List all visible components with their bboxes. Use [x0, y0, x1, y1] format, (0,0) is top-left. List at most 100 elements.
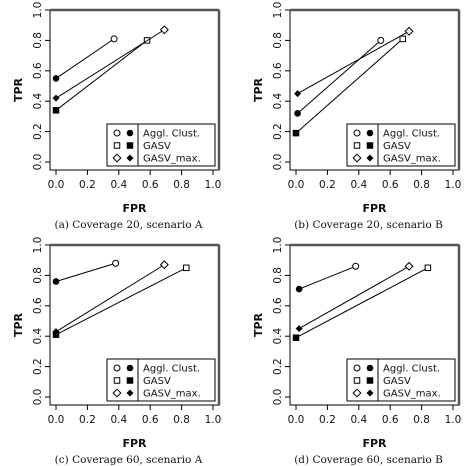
- legend-filled-marker: [366, 364, 374, 372]
- legend: Aggl. Clust.GASV GASV_max.: [346, 358, 456, 402]
- legend-open-marker: [113, 364, 121, 372]
- x-tick-label: 1.0: [445, 414, 462, 426]
- legend-label: Aggl. Clust.: [383, 364, 440, 375]
- chart-panel-3: 0.0 0.2 0.4 0.6 0.8 1.0 0.0 0.2 0.4 0.6 0.8 1.0 FPR T…: [12, 237, 221, 466]
- data-point: [52, 94, 60, 102]
- x-axis-label: FPR: [122, 437, 147, 450]
- y-tick-label: 0.6: [272, 297, 284, 314]
- x-tick-label: 1.0: [205, 179, 222, 191]
- legend-label: GASV_max.: [143, 154, 201, 165]
- series-aggl-clust: [52, 35, 118, 82]
- series-aggl-clust: [52, 259, 120, 285]
- chart-panel-2: 0.0 0.2 0.4 0.6 0.8 1.0 0.0 0.2 0.4 0.6 0.8 1.0 FPR T…: [252, 2, 461, 231]
- panel-caption: (c) Coverage 60, scenario A: [55, 454, 203, 466]
- y-tick-label: 0.8: [32, 267, 44, 284]
- x-tick-label: 0.8: [173, 414, 190, 426]
- series-line: [295, 38, 404, 134]
- y-tick-label: 0.2: [272, 358, 284, 375]
- x-tick-label: 0.2: [319, 179, 336, 191]
- data-point: [52, 107, 60, 114]
- legend-open-marker: [353, 129, 361, 137]
- y-tick-label: 1.0: [272, 2, 284, 19]
- legend-label: Aggl. Clust.: [383, 129, 440, 140]
- x-tick-label: 0.2: [79, 179, 96, 191]
- x-tick-label: 0.0: [288, 414, 305, 426]
- legend-box: [106, 123, 216, 167]
- data-point: [295, 325, 303, 333]
- legend-label: Aggl. Clust.: [143, 129, 200, 140]
- legend-open-marker: [352, 388, 362, 398]
- series-gasv: [52, 37, 151, 114]
- panel-caption: (b) Coverage 20, scenario B: [294, 219, 443, 231]
- legend-open-marker: [353, 364, 361, 372]
- x-tick-label: 0.8: [173, 179, 190, 191]
- y-tick-label: 0.0: [32, 389, 44, 406]
- legend-open-marker: [113, 377, 121, 384]
- data-point: [404, 261, 414, 271]
- x-tick-label: 0.4: [350, 414, 367, 426]
- x-tick-label: 1.0: [205, 414, 222, 426]
- legend-label: GASV_max.: [143, 389, 201, 400]
- legend-filled-marker: [366, 154, 374, 162]
- series-gasv-max: [52, 260, 169, 336]
- data-point: [159, 25, 169, 35]
- series-line: [297, 40, 382, 114]
- x-tick-label: 0.2: [319, 414, 336, 426]
- y-tick-label: 0.6: [32, 297, 44, 314]
- y-tick-label: 0.2: [32, 123, 44, 140]
- y-tick-label: 1.0: [272, 237, 284, 254]
- legend-open-marker: [353, 377, 361, 384]
- panel-caption: (a) Coverage 20, scenario A: [54, 219, 202, 231]
- y-tick-label: 0.0: [272, 389, 284, 406]
- data-point: [292, 334, 300, 341]
- legend-label: GASV_max.: [383, 389, 441, 400]
- data-point: [112, 259, 120, 267]
- legend-open-marker: [112, 388, 122, 398]
- panel-caption: (d) Coverage 60, scenario B: [294, 454, 443, 466]
- y-tick-label: 0.8: [32, 32, 44, 49]
- y-tick-label: 0.8: [272, 267, 284, 284]
- series-line: [295, 267, 429, 339]
- x-tick-label: 0.8: [413, 179, 430, 191]
- x-axis-label: FPR: [362, 437, 387, 450]
- series-line: [55, 267, 187, 336]
- x-tick-label: 0.6: [382, 179, 399, 191]
- data-point: [399, 35, 407, 43]
- legend-filled-marker: [126, 364, 134, 372]
- series-line: [55, 40, 148, 111]
- series-line: [297, 30, 410, 95]
- data-point: [295, 285, 303, 293]
- y-axis-label: TPR: [12, 312, 25, 337]
- legend-filled-marker: [126, 389, 134, 397]
- x-tick-label: 0.4: [350, 179, 367, 191]
- series-gasv-max: [295, 261, 414, 333]
- legend-filled-marker: [126, 142, 134, 149]
- legend-filled-marker: [126, 377, 134, 384]
- data-point: [404, 26, 414, 36]
- x-tick-label: 0.0: [288, 179, 305, 191]
- legend-box: [106, 358, 216, 402]
- x-tick-label: 0.6: [142, 414, 159, 426]
- series-aggl-clust: [295, 262, 360, 293]
- legend-filled-marker: [126, 129, 134, 137]
- y-tick-label: 0.4: [32, 93, 44, 110]
- data-point: [377, 36, 385, 44]
- series-line: [298, 265, 356, 290]
- legend: Aggl. Clust.GASV GASV_max.: [106, 358, 216, 402]
- data-point: [294, 90, 302, 98]
- series-aggl-clust: [294, 36, 385, 117]
- y-tick-label: 0.6: [32, 62, 44, 79]
- legend-label: Aggl. Clust.: [143, 364, 200, 375]
- legend-label: GASV: [143, 376, 171, 387]
- series-line: [55, 29, 165, 99]
- x-tick-label: 1.0: [445, 179, 462, 191]
- legend-open-marker: [352, 153, 362, 163]
- legend: Aggl. Clust.GASV GASV_max.: [106, 123, 216, 167]
- legend-label: GASV: [383, 376, 411, 387]
- data-point: [159, 260, 169, 270]
- series-line: [55, 262, 116, 282]
- legend-label: GASV_max.: [383, 154, 441, 165]
- data-point: [52, 328, 60, 336]
- series-line: [55, 38, 115, 79]
